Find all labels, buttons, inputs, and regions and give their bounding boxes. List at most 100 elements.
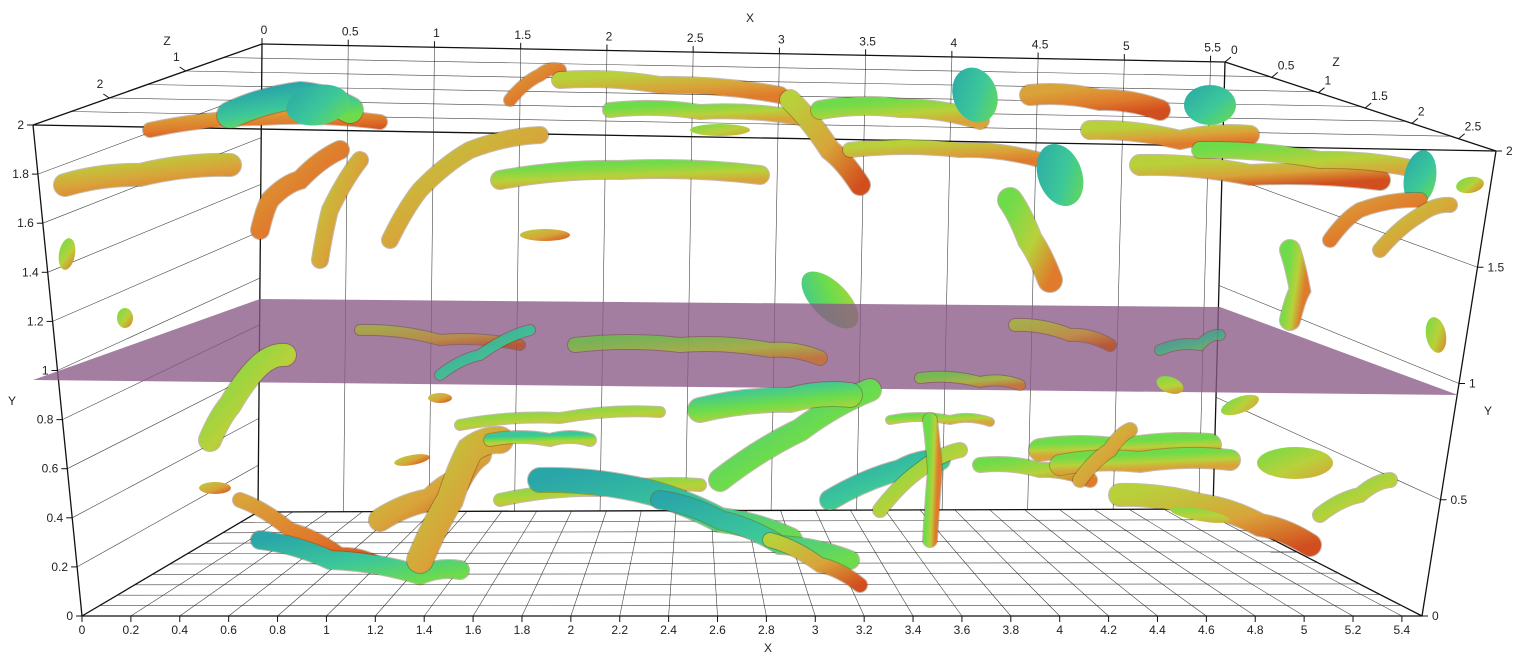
floor-grid-line-z (152, 573, 1338, 574)
left-wall-grid-line (53, 231, 261, 321)
vortex-blob (690, 124, 750, 136)
x-bottom-tick-label: 2.2 (611, 623, 628, 637)
x-bottom-tick-label: 1.2 (367, 623, 384, 637)
x-bottom-tick-label: 3.8 (1002, 623, 1019, 637)
box-edge (262, 44, 1225, 62)
x-top-tick-label: 4.5 (1032, 38, 1049, 52)
vortex-tube (660, 500, 850, 560)
x-top-tick-label: 5.5 (1204, 41, 1221, 55)
y-right-tick-label: 0 (1432, 609, 1439, 623)
x-bottom-tick-label: 2.6 (709, 623, 726, 637)
vortex-blob (56, 237, 77, 271)
left-wall-grid-line (72, 418, 259, 517)
x-bottom-tick-label: 3.2 (856, 623, 873, 637)
right-wall-grid-line (1216, 397, 1441, 500)
z-left-tick-label: 1 (173, 50, 180, 64)
vortex-blob (1184, 85, 1236, 125)
y-left-tick-label: 0.4 (47, 511, 64, 525)
x-bottom-tick-label: 2.8 (758, 623, 775, 637)
vortex-blob (1028, 137, 1091, 212)
x-top-tick-label: 3 (778, 33, 785, 47)
x-bottom-tick-label: 1.4 (416, 623, 433, 637)
z-right-tick-label: 0 (1231, 43, 1238, 57)
z-right-tick-label: 0.5 (1278, 58, 1295, 72)
z-right-axis-title: Z (1332, 55, 1339, 69)
x-top-axis-title: X (746, 11, 754, 25)
x-bottom-tick-label: 4.2 (1100, 623, 1117, 637)
x-bottom-tick-label: 0.4 (171, 623, 188, 637)
y-left-tick-label: 0.8 (37, 413, 54, 427)
x-bottom-tick-label: 0.8 (269, 623, 286, 637)
x-bottom-tick-label: 4 (1056, 623, 1063, 637)
x-top-tick-label: 1 (433, 26, 440, 40)
x-bottom-tick-label: 0 (79, 623, 86, 637)
floor-grid-line-z (205, 541, 1276, 543)
z-left-tick-label: 2 (97, 77, 104, 91)
z-left-tick (180, 67, 186, 71)
x-bottom-axis-title: X (764, 641, 772, 655)
back-wall-grid-line (600, 50, 607, 510)
y-left-tick-label: 2 (17, 118, 24, 132)
vortex-tube (610, 108, 800, 118)
back-wall-grid-line (429, 47, 434, 511)
x-bottom-tick-label: 2.4 (660, 623, 677, 637)
vortex-tube (1090, 130, 1250, 140)
z-left-axis-title: Z (163, 34, 170, 48)
vortex-blob (1257, 447, 1333, 479)
vortex-blob (393, 452, 430, 468)
vortex-tube (65, 165, 230, 185)
vortex-tube (1010, 200, 1050, 280)
vortex-blob (520, 229, 570, 241)
x-bottom-tick-label: 4.8 (1247, 623, 1264, 637)
z-right-tick (1459, 134, 1465, 139)
z-right-tick (1272, 72, 1278, 77)
x-top-tick-label: 0 (261, 23, 268, 37)
z-right-tick (1225, 57, 1231, 62)
x-top-tick-label: 0.5 (342, 25, 359, 39)
z-left-tick (103, 94, 109, 98)
x-top-tick-label: 2 (606, 29, 613, 43)
y-right-tick-label: 2 (1506, 144, 1513, 158)
y-right-tick-label: 1 (1469, 377, 1476, 391)
vortex-tube (500, 169, 760, 180)
vortex-tube (850, 147, 1040, 160)
vortex-tube (460, 411, 660, 425)
x-bottom-tick-label: 4.4 (1149, 623, 1166, 637)
z-right-tick-label: 1.5 (1371, 89, 1388, 103)
x-bottom-tick-label: 3.6 (954, 623, 971, 637)
left-wall-grid-line (48, 184, 261, 272)
x-bottom-tick-label: 1.6 (465, 623, 482, 637)
vortex-tube (1290, 250, 1300, 320)
y-left-tick-label: 0 (66, 609, 73, 623)
x-top-tick-label: 3.5 (859, 34, 876, 48)
z-right-tick (1412, 118, 1418, 123)
x-bottom-tick-label: 3 (812, 623, 819, 637)
x-bottom-tick-label: 4.6 (1198, 623, 1215, 637)
vortex-blob (428, 393, 452, 403)
vortex-blob (1455, 175, 1485, 196)
x-bottom-tick-label: 1 (323, 623, 330, 637)
x-bottom-tick-label: 5 (1301, 623, 1308, 637)
floor-grid-line-z (135, 584, 1360, 585)
back-wall-grid-line (857, 55, 866, 510)
x-top-tick-label: 4 (951, 36, 958, 50)
vortex-blob (117, 308, 133, 328)
vortex-tube (1030, 94, 1160, 110)
z-right-tick-label: 1 (1324, 74, 1331, 88)
y-left-tick-label: 1.4 (22, 265, 39, 279)
x-bottom-tick-label: 5.4 (1394, 623, 1411, 637)
floor-grid-line-z (117, 595, 1380, 596)
x-bottom-tick-label: 2 (568, 623, 575, 637)
vortex-tube (930, 420, 935, 540)
y-left-tick-label: 0.2 (51, 560, 68, 574)
y-left-tick-label: 0.6 (42, 462, 59, 476)
z-right-tick-label: 2.5 (1465, 120, 1482, 134)
x-top-tick-label: 1.5 (514, 28, 531, 42)
back-wall-grid-line (686, 52, 694, 511)
vortex-tube (1320, 480, 1390, 515)
x-top-tick-label: 5 (1123, 39, 1130, 53)
z-right-tick (1365, 103, 1371, 108)
vortex-blob (199, 482, 231, 494)
